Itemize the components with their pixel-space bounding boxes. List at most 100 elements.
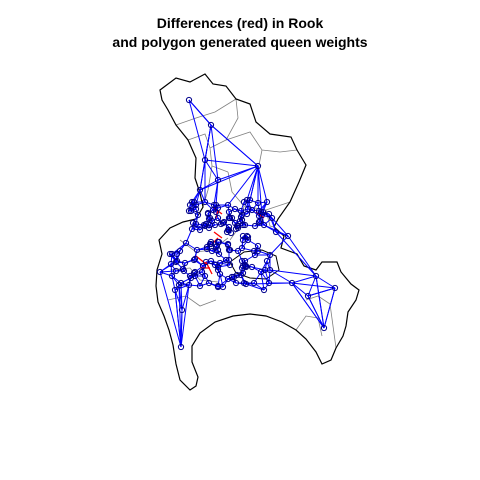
neighbour-link [263, 282, 270, 291]
neighbour-link [159, 271, 173, 277]
centroid-node [255, 218, 263, 226]
centroid-node [224, 226, 232, 234]
neighbour-link [249, 165, 259, 201]
centroid-node [238, 244, 246, 252]
centroid-node [225, 223, 233, 231]
neighbour-link [180, 282, 190, 286]
centroid-node [204, 210, 212, 218]
subdivision-line [225, 131, 298, 153]
centroid-node [256, 217, 264, 225]
centroid-node [173, 257, 181, 265]
subdivision-line [167, 295, 217, 307]
centroid-node [265, 210, 273, 218]
neighbour-link [275, 231, 317, 277]
centroid-node [175, 281, 183, 289]
neighbour-link [188, 284, 201, 287]
centroid-node [284, 232, 292, 240]
neighbour-link [263, 217, 273, 226]
neighbour-link [204, 201, 214, 211]
centroid-node [172, 258, 180, 266]
centroid-node [207, 257, 215, 265]
neighbour-link [251, 202, 259, 211]
centroid-node [251, 251, 259, 259]
neighbour-link [247, 239, 259, 247]
centroid-node [233, 271, 241, 279]
neighbour-link [257, 165, 268, 203]
centroid-node [239, 236, 247, 244]
centroid-node [206, 221, 214, 229]
neighbour-link [261, 214, 273, 219]
neighbour-link [253, 271, 262, 284]
centroid-node [203, 245, 211, 253]
subdivision-lines [167, 98, 337, 349]
neighbour-link [240, 267, 243, 276]
neighbour-link [254, 220, 261, 227]
neighbour-link [241, 239, 249, 249]
neighbour-link [174, 289, 182, 348]
centroid-node [188, 225, 196, 233]
centroid-node [237, 271, 245, 279]
neighbour-link [227, 278, 237, 284]
centroid-node [214, 238, 222, 246]
neighbour-link [185, 242, 198, 251]
centroid-node [208, 247, 216, 255]
neighbour-link [217, 264, 231, 268]
neighbour-link [307, 275, 317, 297]
plot-title: Differences (red) in Rook and polygon ge… [0, 14, 480, 52]
neighbour-link [188, 99, 206, 161]
neighbour-link [269, 269, 293, 284]
centroid-node [201, 272, 209, 280]
centroid-node [199, 262, 207, 270]
neighbour-link [241, 235, 244, 249]
centroid-node [239, 232, 247, 240]
centroid-node [240, 279, 248, 287]
neighbour-link [237, 250, 243, 262]
neighbour-link [195, 214, 199, 225]
centroid-node [214, 263, 222, 271]
neighbour-link [245, 283, 265, 291]
centroid-node [239, 262, 247, 270]
centroid-node [240, 198, 248, 206]
neighbour-link [199, 165, 259, 191]
centroid-node [178, 306, 186, 314]
centroid-node [216, 270, 224, 278]
region-boundary [155, 73, 360, 391]
neighbour-link [257, 250, 271, 256]
neighbour-link [219, 262, 231, 266]
neighbour-link [194, 271, 203, 277]
neighbour-link [193, 249, 198, 261]
centroid-node [207, 240, 215, 248]
neighbour-link [217, 278, 229, 288]
centroid-node [237, 213, 245, 221]
neighbour-link [189, 204, 197, 210]
centroid-node [241, 221, 249, 229]
centroid-node [248, 263, 256, 271]
neighbour-link [257, 165, 263, 216]
neighbour-link [291, 282, 336, 289]
centroid-node [331, 284, 339, 292]
neighbour-link [291, 282, 309, 297]
difference-link [213, 231, 223, 239]
neighbour-link [171, 275, 182, 284]
neighbour-link [199, 224, 205, 231]
neighbour-link [190, 210, 199, 216]
title-line-2: and polygon generated queen weights [112, 34, 368, 50]
neighbour-link [244, 224, 256, 227]
centroid-node [215, 250, 223, 258]
neighbour-link [257, 201, 268, 204]
centroid-node [241, 257, 249, 265]
centroid-node [185, 281, 193, 289]
neighbour-link [287, 235, 317, 277]
neighbour-link [180, 284, 190, 348]
centroid-node [234, 247, 242, 255]
centroid-node [260, 221, 268, 229]
neighbour-link [181, 284, 190, 311]
neighbour-link [269, 235, 289, 256]
centroid-node [214, 214, 222, 222]
neighbour-link [315, 275, 325, 329]
centroid-node [231, 205, 239, 213]
centroid-node [226, 246, 234, 254]
centroid-node [187, 207, 195, 215]
centroid-node [176, 247, 184, 255]
